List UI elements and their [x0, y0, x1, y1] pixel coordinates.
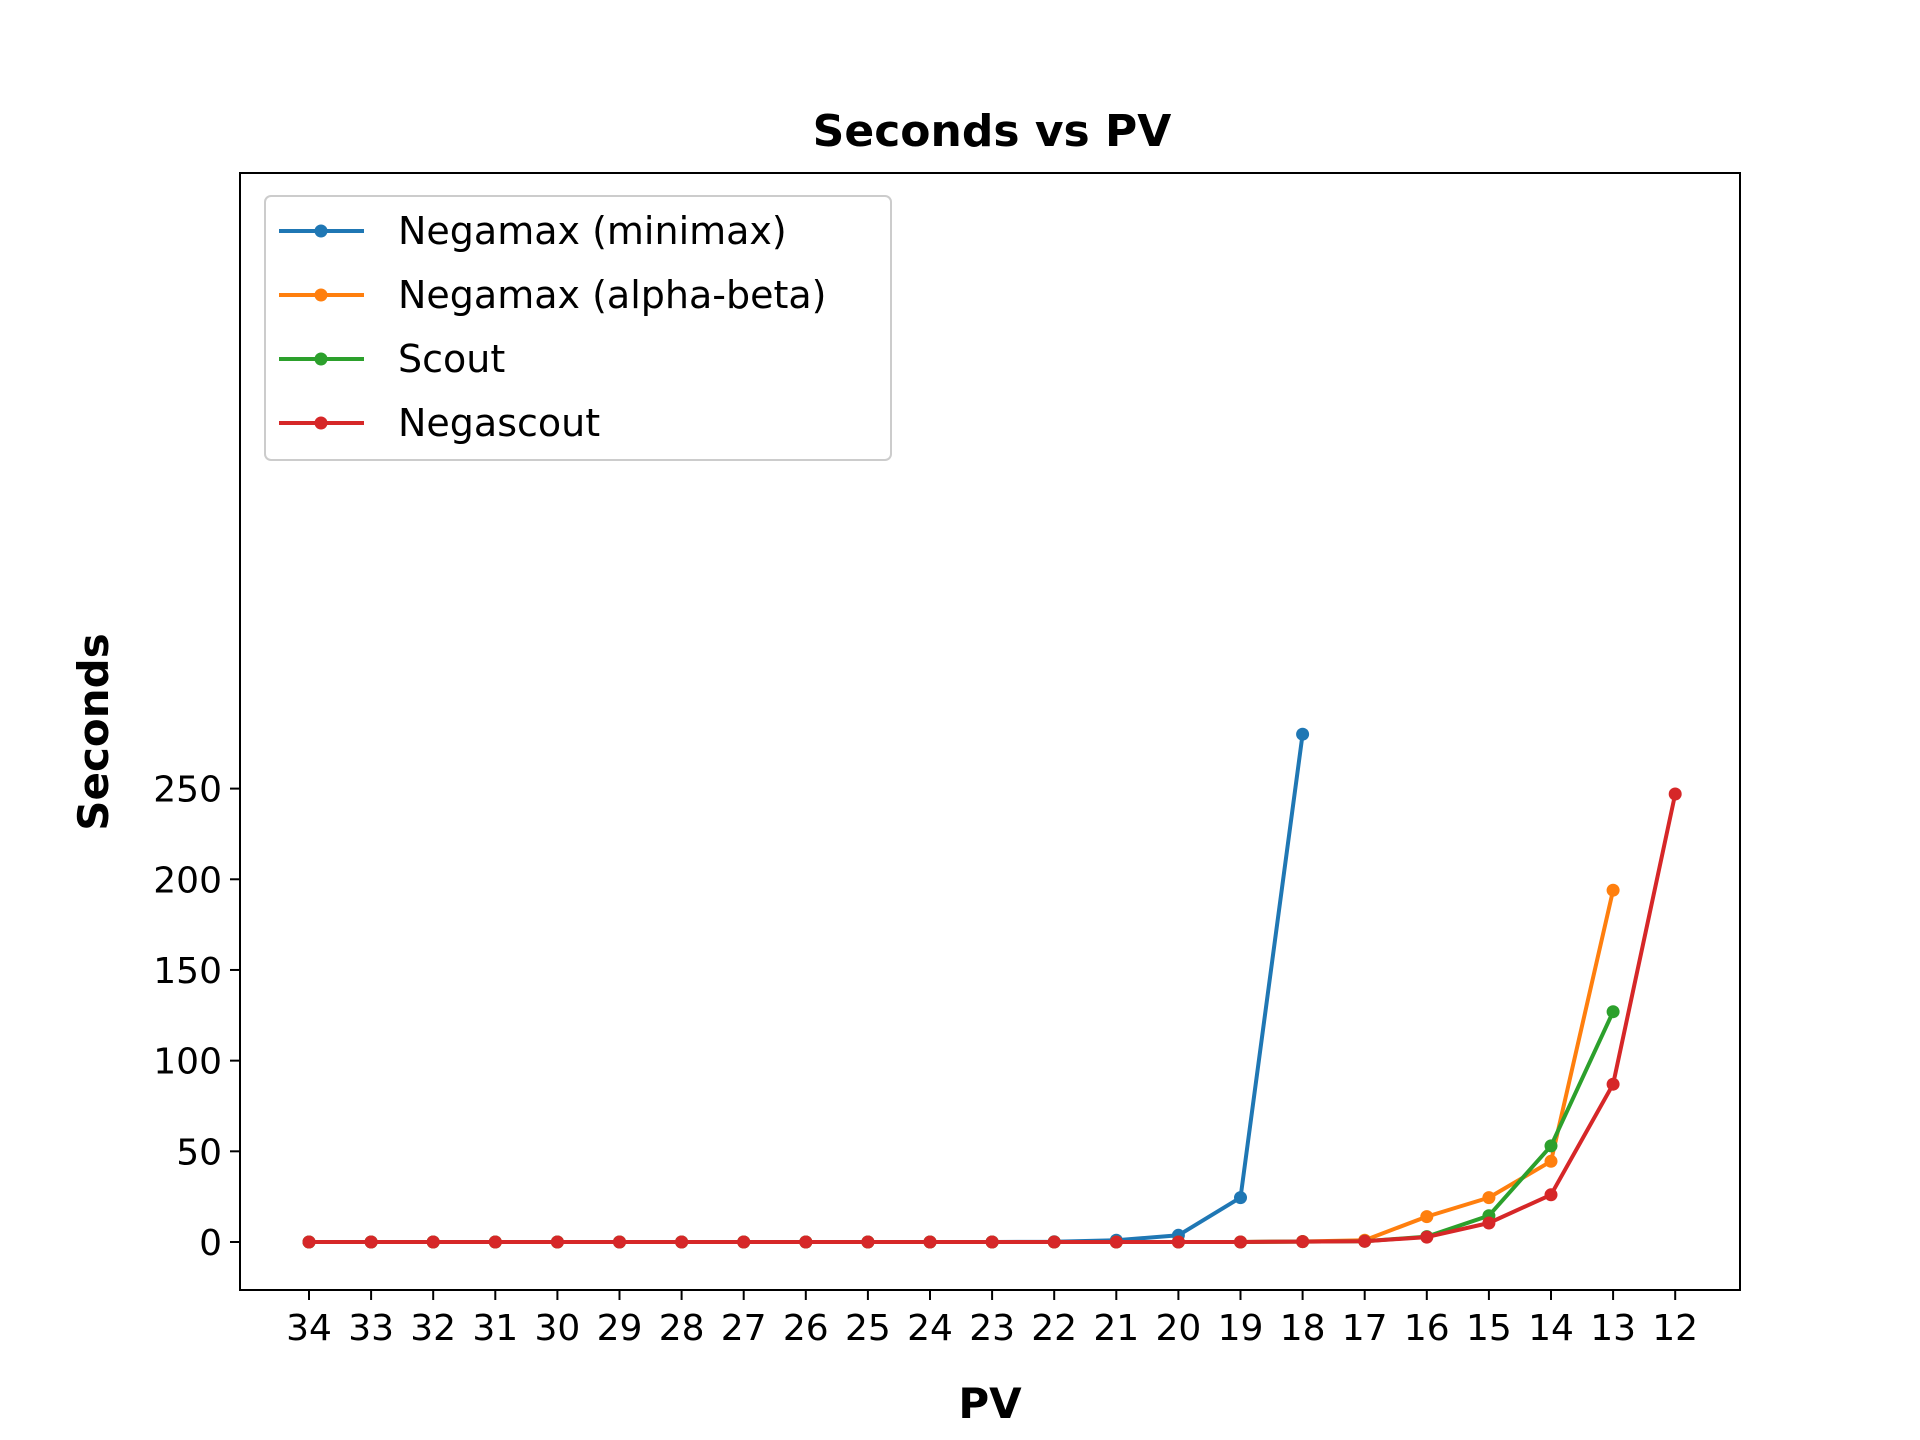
x-tick-label: 32: [410, 1308, 456, 1349]
x-tick-label: 31: [472, 1308, 518, 1349]
legend: Negamax (minimax) Negamax (alpha-beta) Sco…: [264, 195, 892, 461]
legend-marker-swatch: [314, 224, 328, 238]
x-tick-label: 20: [1155, 1308, 1201, 1349]
data-point: [799, 1235, 813, 1249]
data-point: [1109, 1235, 1123, 1249]
data-point: [1420, 1210, 1434, 1224]
data-point: [1296, 727, 1310, 741]
data-point: [1482, 1216, 1496, 1230]
x-axis: 34 33 32 31 30 29 28 27 26 25 24 23 22 21 20 19 18 17 16 15…: [286, 1290, 1698, 1349]
data-point: [1296, 1235, 1310, 1249]
x-tick-label: 30: [534, 1308, 580, 1349]
data-point: [675, 1235, 689, 1249]
x-tick-label: 15: [1466, 1308, 1512, 1349]
data-point: [1234, 1191, 1247, 1205]
y-axis-label: Seconds: [69, 633, 118, 830]
data-point: [1420, 1230, 1434, 1244]
legend-box: [264, 195, 892, 461]
data-point: [985, 1235, 999, 1249]
x-tick-label: 14: [1528, 1308, 1574, 1349]
data-point: [302, 1235, 316, 1249]
x-tick-label: 16: [1404, 1308, 1450, 1349]
legend-entry-label: Negamax (minimax): [398, 209, 787, 253]
y-tick-label: 50: [176, 1132, 222, 1173]
legend-entry-label: Negamax (alpha-beta): [398, 273, 826, 317]
x-tick-label: 19: [1218, 1308, 1264, 1349]
y-tick-label: 150: [153, 951, 222, 992]
x-tick-label: 17: [1342, 1308, 1388, 1349]
series-negascout: [302, 787, 1682, 1249]
data-point: [1358, 1234, 1372, 1248]
x-tick-label: 34: [286, 1308, 332, 1349]
y-tick-label: 200: [153, 860, 222, 901]
data-point: [1668, 787, 1682, 801]
x-tick-label: 33: [348, 1308, 394, 1349]
data-point: [861, 1235, 875, 1249]
data-point: [1544, 1154, 1558, 1168]
data-point: [1171, 1235, 1185, 1249]
data-point: [550, 1235, 564, 1249]
data-point: [1606, 1077, 1620, 1091]
data-point: [1482, 1191, 1496, 1205]
x-tick-label: 25: [845, 1308, 891, 1349]
x-tick-label: 26: [783, 1308, 829, 1349]
data-point: [426, 1235, 440, 1249]
y-tick-label: 0: [199, 1223, 222, 1264]
data-point: [1544, 1139, 1558, 1153]
x-tick-label: 24: [907, 1308, 953, 1349]
x-axis-label: PV: [958, 1379, 1022, 1428]
x-tick-label: 27: [721, 1308, 767, 1349]
data-point: [613, 1235, 626, 1249]
y-tick-label: 250: [153, 770, 222, 811]
x-tick-label: 23: [969, 1308, 1015, 1349]
data-point: [1606, 1005, 1620, 1019]
plot-area-frame: [239, 172, 1741, 1291]
chart-title: Seconds vs PV: [813, 106, 1172, 157]
y-tick-label: 100: [153, 1042, 222, 1083]
data-point: [923, 1235, 937, 1249]
x-tick-label: 29: [597, 1308, 643, 1349]
data-point: [1544, 1188, 1558, 1202]
data-point: [1606, 883, 1620, 897]
legend-entry-label: Scout: [398, 337, 505, 381]
x-tick-label: 28: [659, 1308, 705, 1349]
x-tick-label: 12: [1652, 1308, 1698, 1349]
x-tick-label: 18: [1280, 1308, 1326, 1349]
y-axis: 0 50 100 150 200 250: [153, 770, 240, 1264]
data-point: [1234, 1235, 1247, 1249]
x-tick-label: 21: [1093, 1308, 1139, 1349]
legend-entry-label: Negascout: [398, 401, 600, 445]
legend-marker-swatch: [314, 288, 328, 302]
data-point: [1047, 1235, 1061, 1249]
series-layer: [302, 727, 1682, 1249]
legend-marker-swatch: [314, 416, 328, 430]
legend-marker-swatch: [314, 352, 328, 366]
data-point: [488, 1235, 502, 1249]
x-tick-label: 22: [1031, 1308, 1077, 1349]
x-tick-label: 13: [1590, 1308, 1636, 1349]
data-point: [364, 1235, 378, 1249]
data-point: [737, 1235, 751, 1249]
